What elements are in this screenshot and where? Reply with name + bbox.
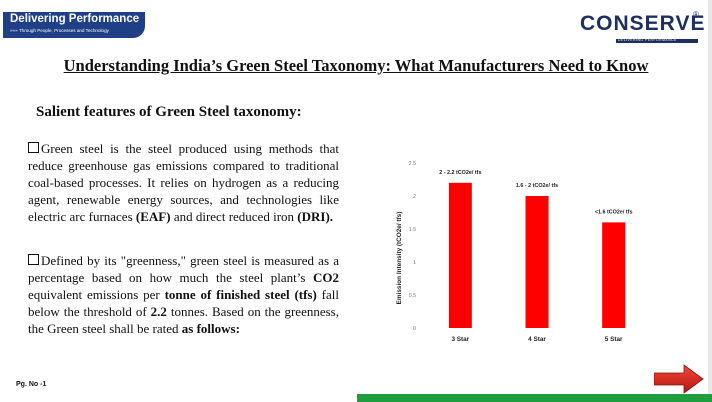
checkbox-icon — [28, 254, 39, 265]
footer-green-strip — [357, 394, 712, 402]
y-tick-label: 0.5 — [409, 293, 416, 299]
brand-title: Delivering Performance — [10, 13, 140, 25]
y-tick-label: 2 — [413, 194, 416, 200]
y-tick-label: 1.5 — [409, 227, 416, 233]
logo-wordmark: CONSERVE — [580, 12, 706, 35]
registered-mark: ® — [693, 10, 699, 19]
bullet2-text-1: Defined by its "greenness," green steel … — [28, 253, 339, 285]
slide-edge — [708, 0, 712, 402]
bar-data-label: 1.6 - 2 tCO2e/ tfs — [516, 183, 558, 189]
x-tick-label: 3 Star — [451, 336, 469, 343]
section-heading: Salient features of Green Steel taxonomy… — [36, 104, 302, 120]
bar-data-label: <1.6 tCO2e/ tfs — [595, 209, 633, 215]
brand-subtitle: »»» Through People, Processes and Techno… — [10, 28, 109, 33]
y-tick-label: 2.5 — [409, 161, 416, 167]
bullet2-text-2: equivalent emissions per — [28, 286, 165, 302]
page-title: Understanding India’s Green Steel Taxono… — [63, 56, 649, 75]
bullet2-bold-threshold: 2.2 — [150, 303, 167, 319]
bar-3-star — [448, 182, 472, 328]
bullet1-bold-eaf: (EAF) — [135, 208, 171, 224]
conserve-logo: CONSERVE ® DELIVERING PERFORMANCE — [580, 10, 704, 48]
bullet-green-steel-definition: Green steel is the steel produced using … — [28, 141, 339, 226]
x-tick-label: 4 Star — [528, 336, 546, 343]
bullet1-text-2: and direct reduced iron — [170, 208, 298, 224]
bullet2-bold-tfs: tonne of finished steel (tfs) — [164, 286, 317, 302]
next-arrow-icon[interactable] — [654, 364, 704, 394]
emission-intensity-chart: 0 0.5 1 1.5 2 2.5 2 - 2.2 tCO2e/ tfs 1.6 - 2 t… — [392, 155, 662, 345]
bullet2-bold-as-follows: as follows: — [181, 320, 240, 336]
bullet2-text-4: tonnes. Based on the greenness, the Gree… — [28, 303, 339, 336]
brand-badge: Delivering Performance »»» Through Peopl… — [3, 12, 145, 38]
bar-4-star — [525, 196, 549, 328]
y-tick-label: 1 — [413, 260, 416, 266]
x-tick-label: 5 Star — [605, 336, 623, 343]
bar-data-label: 2 - 2.2 tCO2e/ tfs — [439, 170, 481, 176]
y-axis-label: Emission Intensity (tCO2e/ tfs) — [396, 212, 403, 305]
checkbox-icon — [28, 142, 39, 153]
bullet-greenness-measure: Defined by its "greenness," green steel … — [28, 253, 339, 338]
logo-tagline: DELIVERING PERFORMANCE — [618, 38, 677, 42]
bar-5-star — [602, 222, 626, 328]
bullet1-text-1: Green steel is the steel produced using … — [28, 141, 339, 224]
bar-chart-svg: 0 0.5 1 1.5 2 2.5 2 - 2.2 tCO2e/ tfs 1.6 - 2 t… — [396, 161, 633, 343]
bullet1-bold-dri: (DRI). — [297, 208, 334, 224]
logo-tagline-bar — [616, 39, 698, 43]
page-number: Pg. No -1 — [16, 381, 47, 388]
y-tick-label: 0 — [413, 326, 416, 332]
bullet2-bold-co2: CO2 — [313, 269, 339, 285]
bullet2-text-3: fall below the threshold of — [28, 286, 339, 319]
